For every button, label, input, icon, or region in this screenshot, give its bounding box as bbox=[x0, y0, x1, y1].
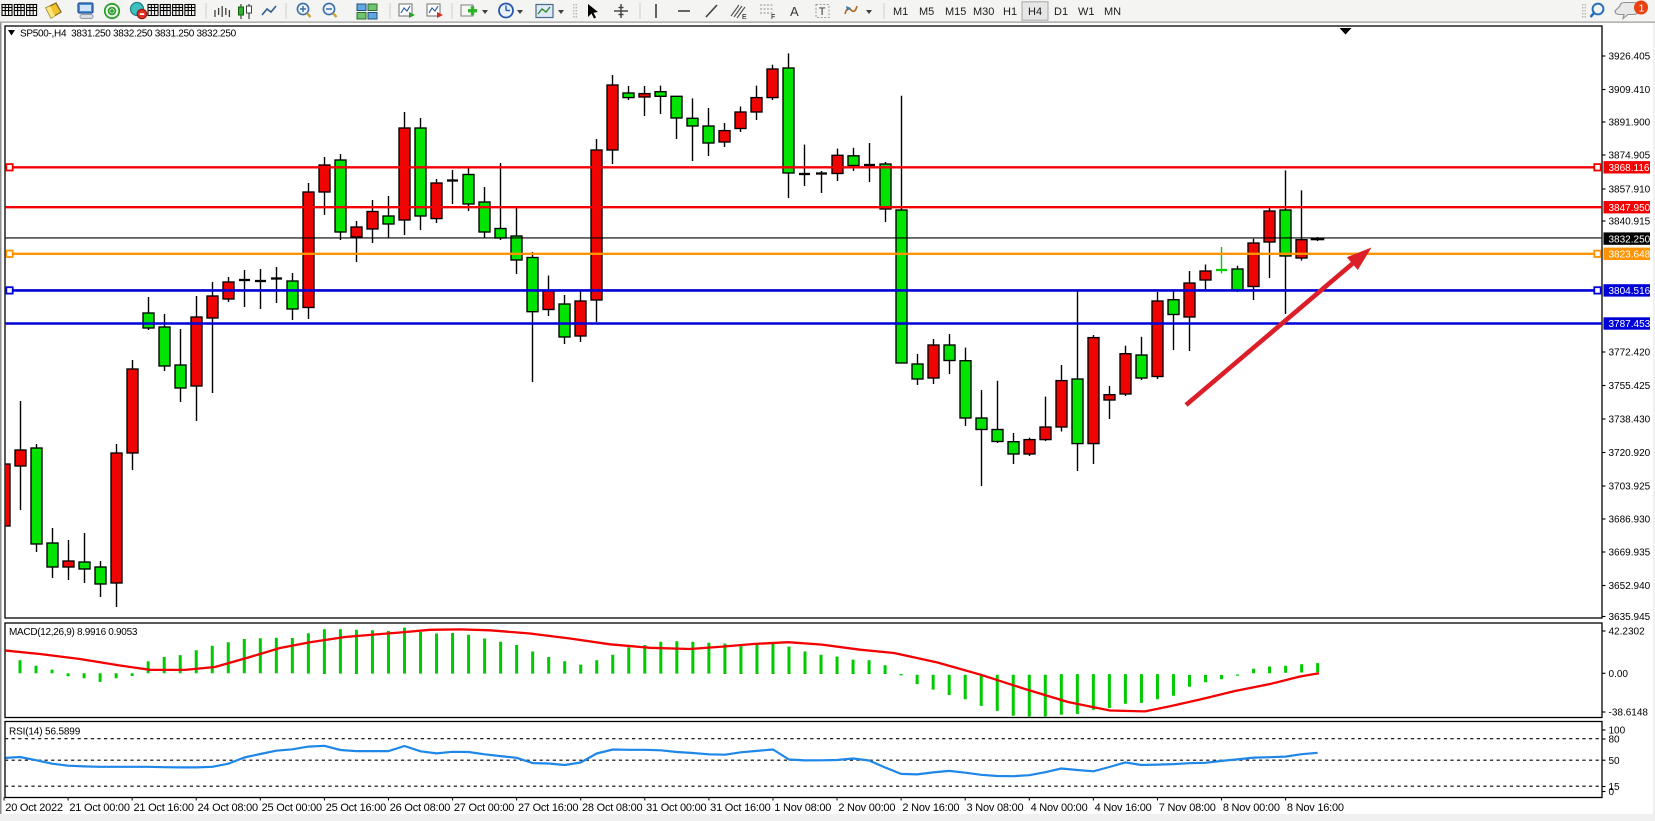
svg-text:A: A bbox=[790, 4, 799, 19]
svg-text:H1: H1 bbox=[1003, 6, 1017, 18]
svg-text:21 Oct 00:00: 21 Oct 00:00 bbox=[69, 802, 129, 814]
svg-text:3804.516: 3804.516 bbox=[1609, 286, 1651, 297]
svg-text:25 Oct 00:00: 25 Oct 00:00 bbox=[262, 802, 322, 814]
svg-text:3738.430: 3738.430 bbox=[1609, 415, 1651, 426]
svg-text:3703.925: 3703.925 bbox=[1609, 482, 1651, 493]
svg-text:3720.920: 3720.920 bbox=[1609, 448, 1651, 459]
svg-text:H4: H4 bbox=[1028, 6, 1042, 18]
svg-text:21 Oct 16:00: 21 Oct 16:00 bbox=[133, 802, 193, 814]
svg-text:3874.905: 3874.905 bbox=[1609, 151, 1651, 162]
svg-text:RSI(14) 56.5899: RSI(14) 56.5899 bbox=[9, 726, 81, 737]
svg-text:31 Oct 00:00: 31 Oct 00:00 bbox=[646, 802, 706, 814]
svg-text:3787.453: 3787.453 bbox=[1609, 319, 1651, 330]
svg-text:3 Nov 08:00: 3 Nov 08:00 bbox=[967, 802, 1024, 814]
svg-text:31 Oct 16:00: 31 Oct 16:00 bbox=[710, 802, 770, 814]
svg-text:20 Oct 2022: 20 Oct 2022 bbox=[5, 802, 63, 814]
svg-text:7 Nov 08:00: 7 Nov 08:00 bbox=[1159, 802, 1216, 814]
svg-text:M30: M30 bbox=[973, 6, 994, 18]
svg-text:50: 50 bbox=[1609, 756, 1621, 767]
svg-text:3868.116: 3868.116 bbox=[1609, 163, 1650, 174]
svg-text:W1: W1 bbox=[1078, 6, 1095, 18]
svg-text:3840.915: 3840.915 bbox=[1609, 217, 1651, 228]
svg-text:M5: M5 bbox=[919, 6, 934, 18]
svg-text:8 Nov 00:00: 8 Nov 00:00 bbox=[1223, 802, 1280, 814]
svg-text:D1: D1 bbox=[1054, 6, 1068, 18]
svg-text:25 Oct 16:00: 25 Oct 16:00 bbox=[326, 802, 386, 814]
svg-text:27 Oct 00:00: 27 Oct 00:00 bbox=[454, 802, 514, 814]
svg-text:3926.405: 3926.405 bbox=[1609, 52, 1651, 63]
svg-text:4 Nov 16:00: 4 Nov 16:00 bbox=[1095, 802, 1152, 814]
svg-text:42.2302: 42.2302 bbox=[1609, 627, 1646, 638]
svg-text:3755.425: 3755.425 bbox=[1609, 381, 1651, 392]
svg-text:M1: M1 bbox=[893, 6, 908, 18]
svg-text:28 Oct 08:00: 28 Oct 08:00 bbox=[582, 802, 642, 814]
svg-text:3909.410: 3909.410 bbox=[1609, 85, 1651, 96]
svg-text:T: T bbox=[819, 6, 826, 18]
svg-text:26 Oct 08:00: 26 Oct 08:00 bbox=[390, 802, 450, 814]
svg-text:2 Nov 00:00: 2 Nov 00:00 bbox=[838, 802, 895, 814]
svg-text:2 Nov 16:00: 2 Nov 16:00 bbox=[902, 802, 959, 814]
svg-text:0.00: 0.00 bbox=[1609, 669, 1629, 680]
svg-text:27 Oct 16:00: 27 Oct 16:00 bbox=[518, 802, 578, 814]
svg-text:15: 15 bbox=[1609, 782, 1621, 793]
svg-text:MACD(12,26,9) 8.9916 0.9053: MACD(12,26,9) 8.9916 0.9053 bbox=[9, 627, 138, 638]
svg-text:E: E bbox=[742, 14, 747, 21]
svg-text:3857.910: 3857.910 bbox=[1609, 185, 1651, 196]
svg-text:3891.900: 3891.900 bbox=[1609, 118, 1651, 129]
svg-text:3772.420: 3772.420 bbox=[1609, 348, 1651, 359]
svg-text:-38.6148: -38.6148 bbox=[1609, 708, 1649, 719]
svg-text:M15: M15 bbox=[945, 6, 966, 18]
svg-text:F: F bbox=[771, 14, 775, 21]
svg-text:3669.935: 3669.935 bbox=[1609, 548, 1651, 559]
svg-text:SP500-,H4 3831.250 3832.250 3: SP500-,H4 3831.250 3832.250 3831.250 383… bbox=[20, 29, 237, 40]
svg-text:3635.945: 3635.945 bbox=[1609, 612, 1651, 623]
svg-text:4 Nov 00:00: 4 Nov 00:00 bbox=[1031, 802, 1088, 814]
svg-text:MN: MN bbox=[1104, 6, 1121, 18]
svg-text:0: 0 bbox=[1609, 787, 1615, 798]
svg-text:3652.940: 3652.940 bbox=[1609, 581, 1651, 592]
svg-text:1: 1 bbox=[1639, 2, 1645, 14]
svg-text:3832.250: 3832.250 bbox=[1609, 234, 1651, 245]
svg-text:100: 100 bbox=[1609, 726, 1626, 737]
svg-text:3847.950: 3847.950 bbox=[1609, 203, 1651, 214]
svg-text:3686.930: 3686.930 bbox=[1609, 515, 1651, 526]
svg-text:80: 80 bbox=[1609, 735, 1621, 746]
svg-text:3823.648: 3823.648 bbox=[1609, 250, 1651, 261]
svg-text:8 Nov 16:00: 8 Nov 16:00 bbox=[1287, 802, 1344, 814]
svg-text:1 Nov 08:00: 1 Nov 08:00 bbox=[774, 802, 831, 814]
svg-text:24 Oct 08:00: 24 Oct 08:00 bbox=[198, 802, 258, 814]
